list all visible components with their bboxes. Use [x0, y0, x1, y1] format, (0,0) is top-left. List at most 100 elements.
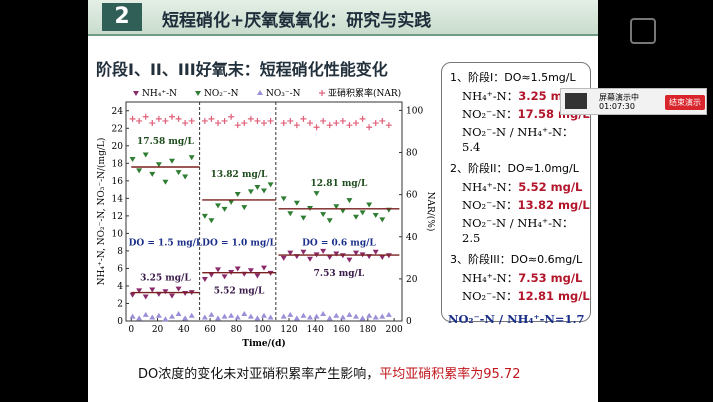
no2-label: 12.81 mg/L — [311, 179, 368, 189]
point — [320, 117, 327, 124]
point — [162, 117, 169, 124]
point — [149, 120, 156, 127]
point — [208, 272, 215, 278]
x-tick-label: 20 — [152, 325, 164, 335]
point — [300, 312, 307, 318]
point — [326, 255, 333, 261]
point — [162, 179, 169, 185]
point — [234, 266, 241, 272]
point — [228, 199, 235, 205]
point — [300, 215, 307, 221]
x-tick-label: 160 — [333, 325, 350, 335]
x-tick-label: 0 — [128, 325, 134, 335]
point — [201, 213, 208, 219]
stage-row: NH₄⁺-N：7.53 mg/L — [462, 270, 590, 286]
recorder-icon[interactable] — [630, 18, 656, 44]
point — [221, 206, 228, 212]
point — [320, 310, 327, 316]
point — [339, 253, 346, 259]
point — [267, 314, 274, 320]
point — [293, 122, 300, 129]
caption: DO浓度的变化未对亚硝积累率产生影响，平均亚硝积累率为95.72 — [138, 363, 520, 382]
point — [359, 115, 366, 122]
y2-tick-label: 40 — [406, 233, 418, 243]
point — [379, 255, 386, 261]
x-tick-label: 40 — [178, 325, 190, 335]
legend-symbol — [319, 90, 325, 96]
point — [280, 313, 287, 319]
point — [241, 310, 248, 316]
y2-tick-label: 100 — [406, 106, 423, 116]
legend-symbol — [133, 91, 139, 96]
conclusion: NO₂⁻-N / NH₄⁺-N=1.7 — [448, 312, 585, 326]
legend-label: NH₄⁺-N — [142, 89, 177, 99]
row-value: 13.82 mg/L — [517, 198, 590, 212]
point — [379, 117, 386, 124]
point — [379, 313, 386, 319]
chart: 0 20 40 60 80 100 120 140 160 180 2000246810121416… — [96, 87, 436, 349]
y-tick-label: 16 — [112, 177, 124, 187]
point — [339, 208, 346, 214]
point — [366, 202, 373, 208]
nh4-label: 5.52 mg/L — [214, 287, 265, 297]
point — [247, 189, 254, 195]
point — [326, 218, 333, 224]
point — [208, 218, 215, 224]
do-label: DO = 0.6 mg/L — [302, 239, 376, 249]
row-label: NO₂⁻-N： — [462, 198, 518, 212]
x-tick-label: 120 — [280, 325, 297, 335]
point — [385, 311, 392, 317]
subtitle: 阶段I、II、III好氧末：短程硝化性能变化 — [96, 60, 388, 79]
y-tick-label: 12 — [112, 212, 123, 222]
x-tick-label: 200 — [386, 325, 403, 335]
point — [307, 256, 313, 262]
point — [208, 311, 215, 317]
point — [385, 253, 392, 259]
legend-symbol — [195, 91, 201, 96]
stage: 1、阶段I：DO≈1.5mg/L NH₄⁺-N：3.25 mg/L NO₂⁻-N：1… — [450, 69, 590, 154]
point — [300, 249, 307, 255]
y-tick-label: 0 — [117, 317, 123, 327]
recorder-widget: 屏幕演示中 01:07:30 结束演示 — [560, 88, 707, 115]
point — [320, 212, 327, 218]
point — [241, 120, 248, 127]
stage: 2、阶段II：DO≈1.0mg/L NH₄⁺-N：5.52 mg/L NO₂⁻-N：… — [450, 160, 590, 245]
point — [162, 316, 169, 322]
plot-frame — [125, 101, 403, 322]
row-label: NH₄⁺-N： — [462, 180, 519, 194]
y-axis-label: NH₄⁺-N, NO₂⁻-N, NO₃⁻-N/(mg/L) — [96, 138, 107, 286]
point — [254, 315, 261, 321]
point — [221, 274, 228, 280]
point — [359, 315, 366, 321]
point — [346, 257, 353, 263]
point — [313, 124, 320, 131]
y-tick-label: 18 — [112, 159, 124, 169]
nh4-label: 7.53 mg/L — [314, 269, 365, 279]
point — [333, 204, 340, 210]
point — [149, 314, 156, 320]
point — [234, 191, 241, 197]
stage-heading: 2、阶段II：DO≈1.0mg/L — [450, 162, 579, 175]
point — [254, 273, 261, 279]
point — [320, 248, 327, 254]
point — [267, 182, 274, 188]
point — [136, 117, 143, 124]
point — [221, 117, 228, 124]
point — [208, 115, 215, 122]
slide-title: 短程硝化+厌氧氨氧化：研究与实践 — [162, 11, 432, 31]
point — [353, 214, 359, 220]
point — [149, 171, 156, 177]
point — [280, 255, 287, 261]
point — [215, 267, 221, 273]
point — [215, 315, 221, 321]
point — [247, 313, 254, 319]
point — [261, 120, 267, 127]
stop-button[interactable]: 结束演示 — [665, 95, 705, 110]
point — [346, 122, 353, 129]
x-tick-label: 100 — [254, 325, 271, 335]
point — [149, 287, 156, 293]
caption-highlight: 平均亚硝积累率为95.72 — [379, 367, 521, 382]
point — [136, 168, 143, 174]
point — [333, 312, 340, 318]
y-tick-label: 10 — [112, 229, 124, 239]
